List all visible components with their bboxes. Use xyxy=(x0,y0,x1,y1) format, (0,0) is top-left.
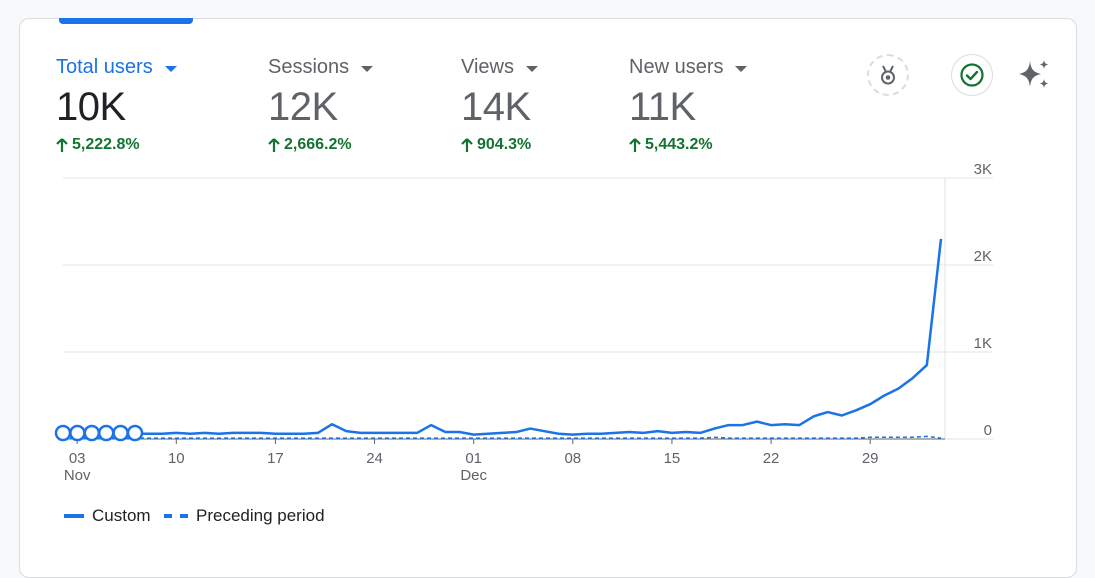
x-tick-label: 15 xyxy=(664,450,681,467)
arrow-up-icon xyxy=(268,137,280,152)
achievement-badge-icon[interactable] xyxy=(867,54,909,96)
x-tick-label: 03 xyxy=(69,450,86,467)
x-tick-label: 17 xyxy=(267,450,284,467)
x-tick-label: 29 xyxy=(862,450,879,467)
metric-label: New users xyxy=(629,56,724,78)
caret-down-icon[interactable] xyxy=(526,65,538,72)
active-tab-indicator xyxy=(59,18,193,24)
metric-change: 5,443.2% xyxy=(629,136,747,154)
annotation-marker xyxy=(54,424,72,442)
x-tick-label: 22 xyxy=(763,450,780,467)
arrow-up-icon xyxy=(56,137,68,152)
metric-change-value: 2,666.2% xyxy=(284,136,352,153)
metric-value: 12K xyxy=(268,85,338,129)
legend-label: Custom xyxy=(92,506,151,525)
caret-down-icon[interactable] xyxy=(735,65,748,72)
metric-label: Total users xyxy=(56,56,153,78)
caret-down-icon[interactable] xyxy=(361,65,374,72)
metric-tab-views[interactable]: Views 14K 904.3% xyxy=(461,56,538,154)
caret-down-icon[interactable] xyxy=(164,65,177,72)
metric-label: Sessions xyxy=(268,56,350,78)
arrow-up-icon xyxy=(629,137,641,152)
metric-tab-new-users[interactable]: New users 11K 5,443.2% xyxy=(629,56,748,154)
y-tick-label: 3K xyxy=(974,161,992,178)
y-tick-label: 2K xyxy=(974,248,992,265)
x-tick-month-label: Nov xyxy=(64,467,91,484)
series-line-custom xyxy=(62,238,943,436)
sparkle-insights-icon[interactable] xyxy=(1015,56,1055,94)
annotation-marker xyxy=(112,424,129,442)
metric-tab-total-users[interactable]: Total users 10K 5,222.8% xyxy=(56,56,177,154)
annotation-marker xyxy=(126,424,144,442)
legend-label: Preceding period xyxy=(196,506,325,525)
metric-change: 5,222.8% xyxy=(56,136,177,154)
metric-value: 11K xyxy=(629,85,696,129)
report-card xyxy=(19,18,1077,578)
series-line-preceding-period xyxy=(63,435,942,439)
annotation-marker xyxy=(83,424,101,442)
x-tick-label: 08 xyxy=(564,450,581,467)
x-tick-month-label: Dec xyxy=(460,467,487,484)
metric-change: 2,666.2% xyxy=(268,136,373,154)
annotation-marker xyxy=(97,424,115,442)
legend-dashed-line-icon xyxy=(164,514,188,518)
metric-value: 10K xyxy=(56,85,126,129)
legend-item-preceding-period[interactable]: Preceding period xyxy=(164,506,325,526)
annotation-marker xyxy=(69,424,86,442)
x-tick-label: 10 xyxy=(168,450,185,467)
metric-tab-sessions[interactable]: Sessions 12K 2,666.2% xyxy=(268,56,374,154)
metric-value: 14K xyxy=(461,85,531,129)
check-circle-icon[interactable] xyxy=(951,54,993,96)
legend-solid-line-icon xyxy=(64,514,84,518)
metric-change-value: 5,222.8% xyxy=(72,136,140,153)
metric-change-value: 5,443.2% xyxy=(645,136,713,153)
y-tick-label: 1K xyxy=(974,335,992,352)
metric-label: Views xyxy=(461,56,514,78)
x-tick-label: 01 xyxy=(465,450,482,467)
legend-item-custom[interactable]: Custom xyxy=(64,506,151,526)
x-tick-label: 24 xyxy=(366,450,383,467)
arrow-up-icon xyxy=(461,137,473,152)
metric-change-value: 904.3% xyxy=(477,136,532,153)
y-tick-label: 0 xyxy=(984,422,992,439)
metric-change: 904.3% xyxy=(461,136,538,154)
